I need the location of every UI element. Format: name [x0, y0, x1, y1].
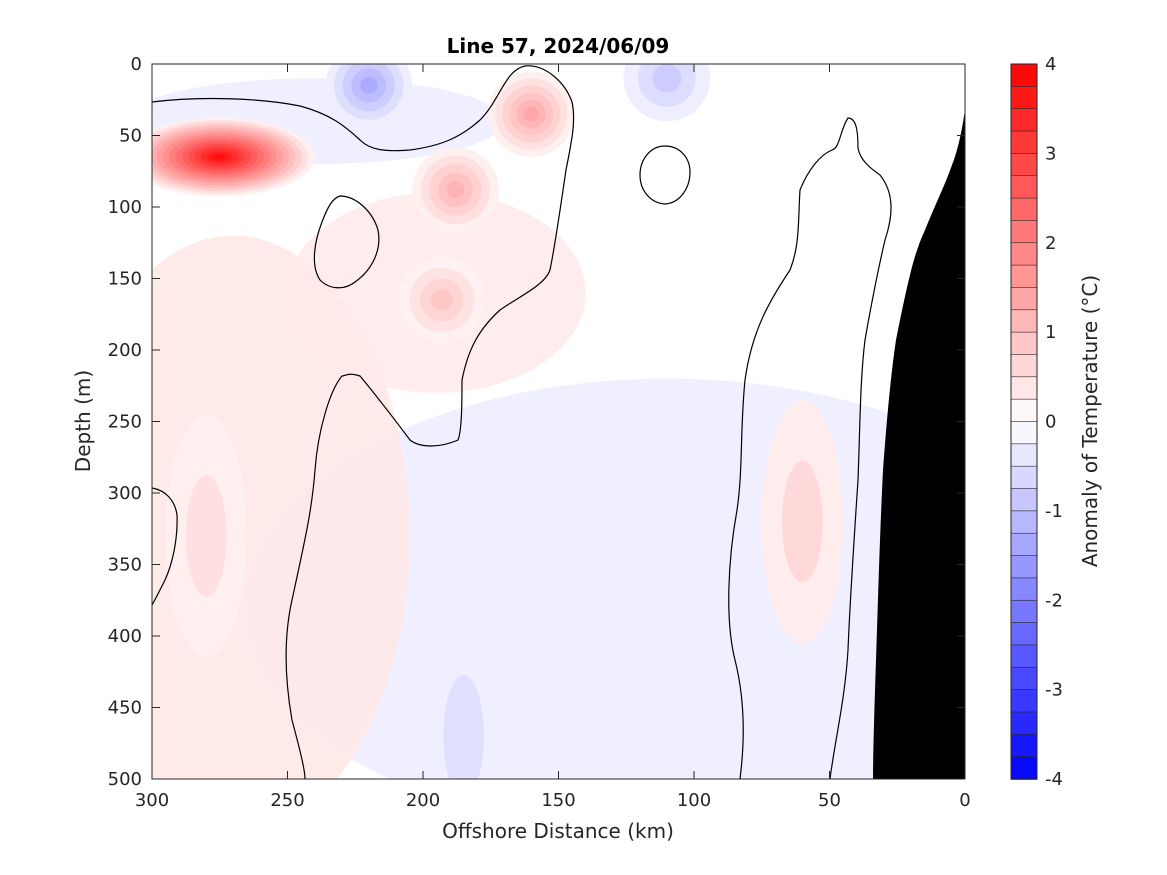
colorbar-step: [1010, 264, 1038, 289]
colorbar-step: [1010, 577, 1038, 602]
contour-line: [152, 65, 575, 779]
colorbar-step: [1010, 734, 1038, 758]
colorbar-step: [1010, 331, 1038, 356]
y-tick-label: 400: [108, 626, 142, 647]
x-tick-label: 100: [677, 790, 711, 811]
colorbar-step: [1010, 756, 1038, 780]
x-axis: 300 250 200 150 100 50 0: [135, 64, 971, 811]
warm-anomaly-feature: [398, 257, 486, 343]
x-tick-label: 200: [406, 790, 440, 811]
y-axis-label: Depth (m): [71, 370, 95, 472]
colorbar-step: [1010, 465, 1038, 490]
y-tick-label: 100: [108, 197, 142, 218]
y-tick-label: 250: [108, 412, 142, 433]
colorbar-step: [1010, 220, 1038, 244]
colorbar-step: [1010, 689, 1038, 713]
colorbar-tick-label: 1: [1045, 322, 1056, 343]
colorbar-tick-label: 2: [1045, 233, 1056, 254]
x-tick-label: 150: [541, 790, 575, 811]
colorbar-tick-label: 3: [1045, 143, 1056, 164]
anomaly-level: [524, 106, 539, 122]
warm-anomaly-feature: [165, 414, 247, 658]
x-tick-label: 50: [818, 790, 841, 811]
anomaly-level: [431, 289, 453, 311]
anomaly-level: [782, 460, 823, 583]
colorbar-step: [1010, 398, 1038, 423]
colorbar-step: [1010, 197, 1038, 222]
colorbar-step: [1010, 711, 1038, 736]
colorbar-step: [1010, 599, 1038, 624]
bathymetry-mask: [873, 110, 965, 779]
y-tick-label: 300: [108, 483, 142, 504]
warm-anomaly-feature: [412, 146, 499, 233]
zero-contours: [152, 65, 892, 779]
y-axis: 0 50 100 150 200 250 300 350 400 450 500: [108, 54, 965, 790]
colorbar-step: [1010, 421, 1038, 445]
anomaly-level: [446, 181, 465, 199]
y-tick-label: 0: [131, 54, 142, 75]
colorbar-tick-label: -4: [1045, 769, 1063, 790]
y-tick-label: 450: [108, 698, 142, 719]
colorbar-step: [1010, 488, 1038, 512]
colorbar-step: [1010, 63, 1038, 88]
colorbar-tick-label: -2: [1045, 590, 1063, 611]
colorbar-step: [1010, 130, 1038, 155]
anomaly-level: [360, 76, 378, 95]
colorbar: 4 3 2 1 0 -1 -2 -3 -4 Anomaly of Temperature (°C…: [1010, 54, 1102, 790]
colorbar-frame: [1010, 63, 1038, 780]
y-tick-label: 150: [108, 269, 142, 290]
colorbar-step: [1010, 309, 1038, 333]
colorbar-step: [1010, 644, 1038, 669]
colorbar-step: [1010, 376, 1038, 400]
contour-line: [313, 195, 380, 289]
cold-anomaly-feature: [423, 614, 505, 779]
colorbar-step: [1010, 287, 1038, 311]
colorbar-tick-label: 4: [1045, 54, 1056, 75]
y-tick-label: 350: [108, 555, 142, 576]
anomaly-level: [443, 675, 484, 779]
colorbar-tick-label: -1: [1045, 501, 1063, 522]
colorbar-step: [1010, 354, 1038, 378]
x-tick-label: 250: [270, 790, 304, 811]
plot-area: [152, 64, 965, 779]
x-tick-label: 300: [135, 790, 169, 811]
y-tick-label: 200: [108, 340, 142, 361]
chart-title: Line 57, 2024/06/09: [447, 34, 670, 58]
colorbar-step: [1010, 242, 1038, 266]
x-axis-label: Offshore Distance (km): [442, 819, 674, 843]
colorbar-step: [1010, 555, 1038, 579]
colorbar-step: [1010, 153, 1038, 177]
colorbar-step: [1010, 666, 1038, 691]
colorbar-step: [1010, 622, 1038, 646]
contour-line: [152, 487, 178, 606]
colorbar-tick-label: -3: [1045, 680, 1063, 701]
x-tick-label: 0: [959, 790, 970, 811]
anomaly-level: [652, 64, 682, 93]
colorbar-step: [1010, 510, 1038, 535]
y-tick-label: 50: [119, 126, 142, 147]
colorbar-step: [1010, 532, 1038, 557]
anomaly-level: [213, 154, 227, 160]
contour-line: [728, 117, 892, 779]
anomaly-level: [185, 475, 227, 597]
colorbar-step: [1010, 443, 1038, 467]
colorbar-tick-label: 0: [1045, 412, 1056, 433]
colorbar-label: Anomaly of Temperature (°C): [1078, 275, 1102, 567]
cold-anomaly-feature: [325, 64, 413, 129]
cold-anomaly-feature: [623, 64, 711, 122]
colorbar-step: [1010, 175, 1038, 199]
y-tick-label: 500: [108, 769, 142, 790]
contour-line: [639, 145, 691, 205]
warm-anomaly-feature: [488, 71, 575, 157]
colorbar-step: [1010, 86, 1038, 110]
warm-anomaly-feature: [761, 400, 844, 644]
colorbar-step: [1010, 108, 1038, 132]
warm-anomaly-feature: [152, 117, 315, 197]
